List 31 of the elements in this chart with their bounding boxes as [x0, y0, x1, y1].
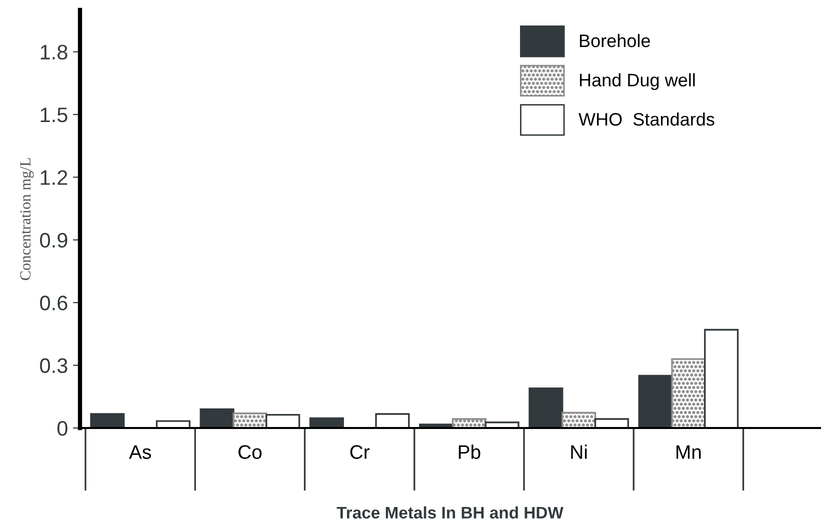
legend-label: Borehole: [580, 34, 650, 48]
y-tick-label: 1.2: [40, 170, 68, 185]
x-tick-label: Co: [238, 445, 262, 459]
x-tick-label: Mn: [676, 445, 701, 459]
x-tick-label: Ni: [571, 444, 587, 459]
bar: [671, 358, 706, 428]
x-axis-title: Trace Metals In BH and HDW: [336, 506, 564, 519]
bar: [704, 328, 739, 428]
y-tick-label: 0.3: [40, 358, 68, 374]
x-tick-label: Pb: [458, 444, 480, 459]
y-axis-title: Concentration mg/L: [20, 158, 34, 280]
bar: [309, 417, 344, 428]
bar: [232, 412, 268, 428]
bar: [452, 418, 486, 428]
y-tick-label: 1.5: [40, 108, 68, 122]
bar: [638, 374, 673, 428]
x-tick-label: Cr: [350, 445, 370, 459]
bar: [266, 414, 300, 428]
bar: [200, 408, 234, 428]
x-tick-label: As: [128, 445, 151, 459]
legend-label: Hand Dug well: [580, 73, 695, 90]
y-tick-label: 0: [57, 421, 68, 436]
y-tick-label: 1.8: [40, 44, 68, 60]
bar: [375, 413, 410, 428]
bar: [594, 418, 629, 428]
y-tick-label: 0.9: [40, 232, 68, 248]
bar: [528, 387, 564, 428]
bar: [562, 412, 596, 428]
legend-label: WHO Standards: [578, 112, 714, 126]
bar: [90, 413, 125, 428]
y-tick-label: 0.6: [40, 296, 68, 310]
